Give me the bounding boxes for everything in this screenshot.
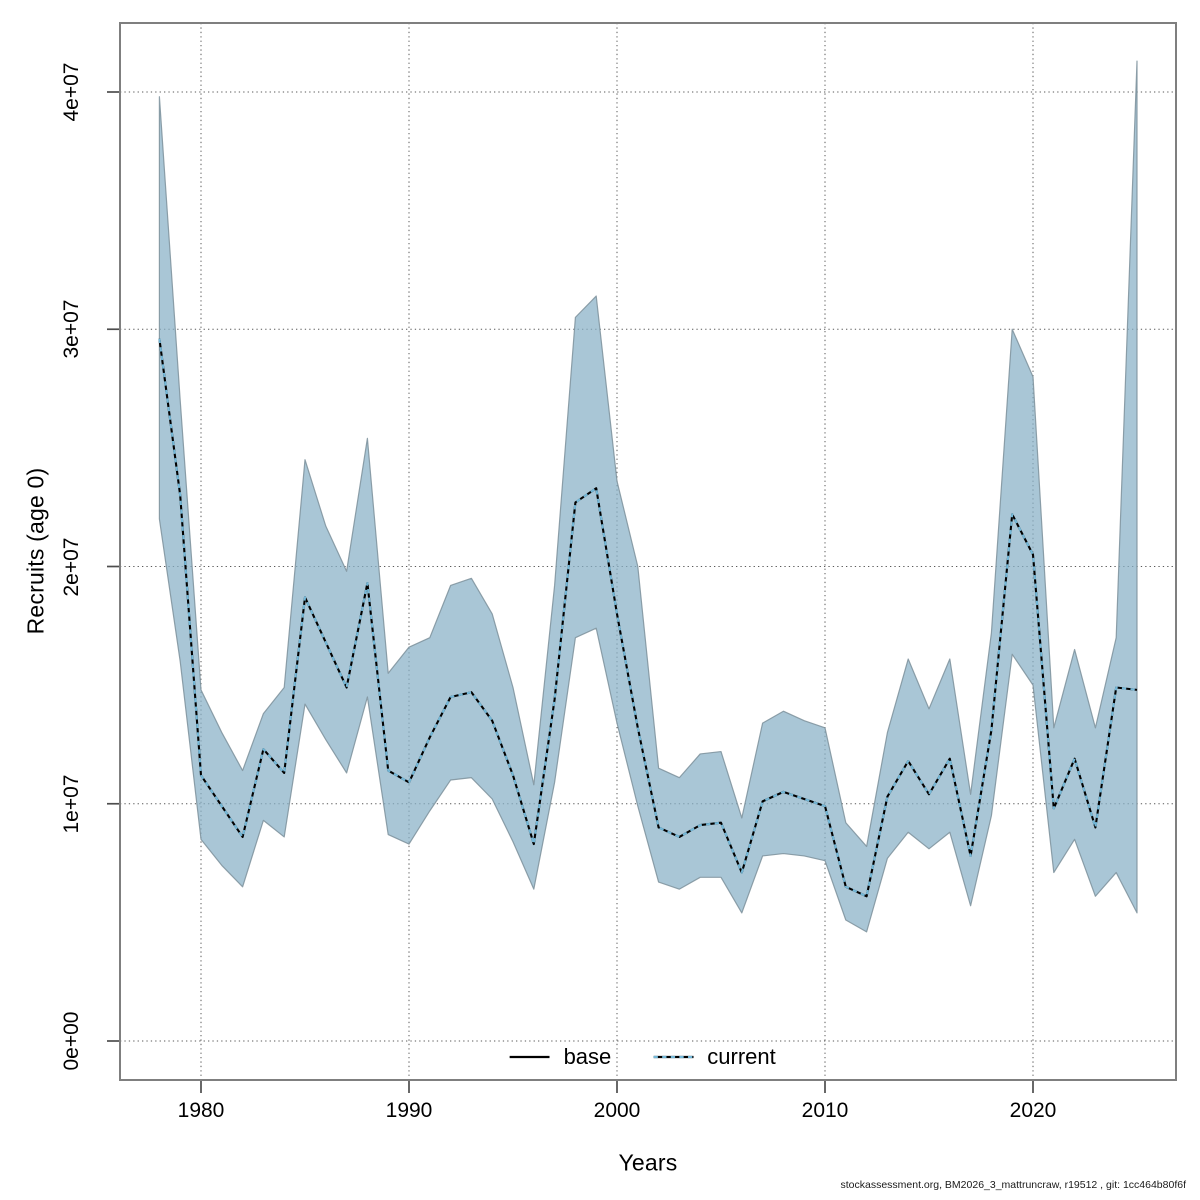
legend-item-current: current: [653, 1044, 776, 1070]
confidence-band: [158, 60, 1138, 933]
y-tick-label-1e+07: 1e+07: [60, 774, 83, 834]
current-line: [158, 338, 1138, 898]
x-tick-label-2020: 2020: [1009, 1099, 1057, 1122]
x-tick-label-1990: 1990: [385, 1099, 433, 1122]
x-tick-label-2000: 2000: [593, 1099, 641, 1122]
y-axis-title: Recruits (age 0): [22, 467, 49, 635]
legend-item-base: base: [509, 1044, 612, 1070]
y-tick-label-4e+07: 4e+07: [60, 62, 83, 122]
x-tick-label-2010: 2010: [801, 1099, 849, 1122]
y-tick-label-3e+07: 3e+07: [60, 299, 83, 359]
y-tick-label-2e+07: 2e+07: [60, 537, 83, 596]
legend: base current: [509, 1044, 776, 1070]
legend-label-base: base: [563, 1044, 612, 1069]
plot-border: [119, 22, 1177, 1081]
x-axis-title: Years: [618, 1149, 678, 1176]
footer-note: stockassessment.org, BM2026_3_mattruncra…: [840, 1179, 1186, 1191]
y-tick-label-0e+00: 0e+00: [60, 1011, 83, 1071]
legend-line-sample-base: [509, 1055, 550, 1059]
legend-line-sample-current: [653, 1055, 694, 1059]
legend-label-current: current: [707, 1044, 776, 1069]
x-tick-label-1980: 1980: [177, 1099, 225, 1122]
